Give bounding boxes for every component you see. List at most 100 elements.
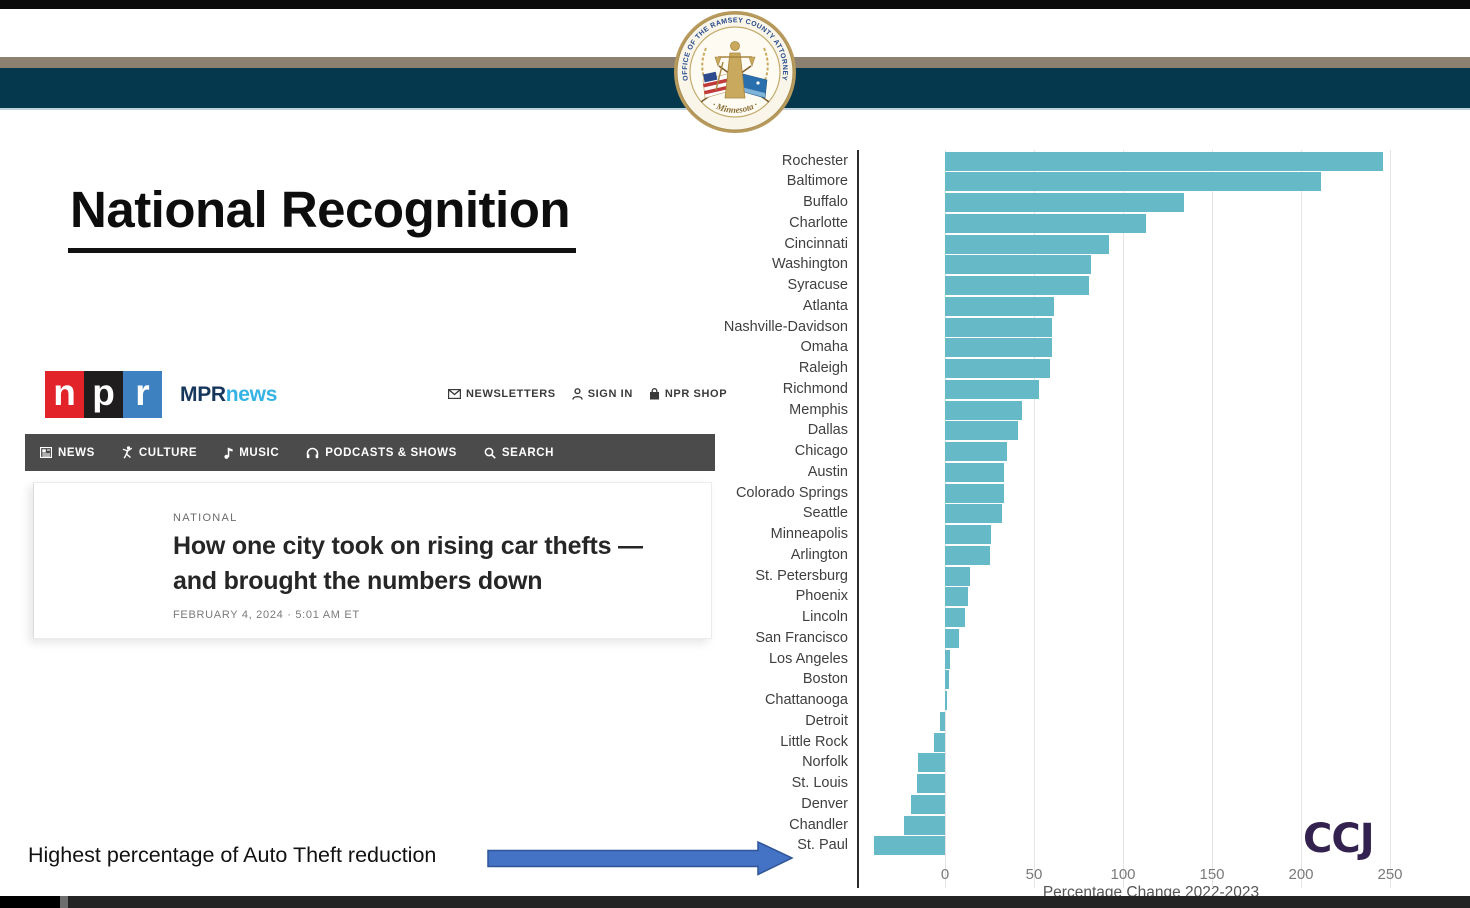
city-label: Austin (807, 463, 848, 480)
city-label: Atlanta (802, 297, 848, 314)
gridline-50 (1033, 150, 1035, 888)
city-label: Baltimore (786, 173, 848, 190)
city-label: Chandler (789, 816, 848, 833)
bar-raleigh (945, 359, 1051, 379)
article-headline-line2[interactable]: and brought the numbers down (173, 567, 543, 595)
city-label: Chattanooga (764, 692, 848, 709)
bar-omaha (945, 338, 1052, 358)
city-label: Detroit (805, 712, 848, 729)
x-tick-label-100: 100 (1110, 866, 1136, 883)
gridline-200 (1300, 150, 1302, 888)
mprnews-news-text: news (225, 383, 278, 406)
bar-lincoln (945, 608, 965, 628)
npr-logo-n-tile: n (45, 371, 84, 418)
npr-logo-p-tile: p (84, 371, 123, 418)
shopping-bag-icon (649, 388, 659, 400)
npr-article-card: NATIONAL How one city took on rising car… (33, 482, 712, 639)
bar-detroit (939, 711, 945, 731)
npr-logo-r-tile: r (123, 371, 162, 418)
top-black-bar (0, 0, 1470, 9)
bar-colorado-springs (945, 483, 1004, 503)
city-label: Memphis (789, 401, 848, 418)
bar-norfolk (918, 753, 945, 773)
nav-item-music[interactable]: MUSIC (224, 447, 279, 459)
city-label: Rochester (781, 152, 848, 169)
mpr-logo-text: MPR (180, 383, 226, 406)
bar-baltimore (945, 172, 1321, 192)
mprnews-logo: MPRnews (180, 383, 277, 407)
article-date: FEBRUARY 4, 2024 · 5:01 AM ET (173, 609, 360, 621)
nav-item-culture[interactable]: CULTURE (122, 446, 197, 459)
city-label: Seattle (802, 505, 848, 522)
bar-washington (945, 255, 1091, 275)
nav-item-search[interactable]: SEARCH (484, 447, 554, 459)
bar-cincinnati (945, 234, 1109, 254)
bar-rochester (945, 151, 1383, 171)
city-label: Norfolk (802, 754, 848, 771)
nav-search-label: SEARCH (501, 446, 555, 459)
nav-culture-label: CULTURE (138, 446, 198, 459)
annotation-text: Highest percentage of Auto Theft reducti… (28, 843, 437, 867)
x-tick-label-200: 200 (1288, 866, 1314, 883)
ramsey-county-attorney-seal-icon: OFFICE OF THE RAMSEY COUNTY ATTORNEY (674, 11, 796, 133)
bar-syracuse (945, 276, 1090, 296)
sign-in-link[interactable]: SIGN IN (572, 388, 633, 400)
article-headline-line1[interactable]: How one city took on rising car thefts — (173, 532, 643, 560)
bar-chandler (904, 815, 945, 835)
envelope-icon (448, 389, 461, 399)
city-label: Arlington (790, 546, 848, 563)
bar-chicago (945, 442, 1008, 462)
bar-st-petersburg (945, 566, 970, 586)
city-label: Omaha (800, 339, 848, 356)
bar-memphis (945, 400, 1022, 420)
city-label: Charlotte (789, 214, 848, 231)
headphones-icon (307, 447, 319, 458)
city-label: Denver (801, 795, 848, 812)
newsletters-label: NEWSLETTERS (466, 388, 556, 400)
city-label: Buffalo (803, 194, 848, 210)
npr-shop-link[interactable]: NPR SHOP (649, 388, 727, 400)
music-note-icon (224, 447, 233, 459)
lady-justice-icon (714, 41, 756, 99)
bar-austin (945, 462, 1004, 482)
x-tick-label-150: 150 (1199, 866, 1225, 883)
x-tick-label-50: 50 (1025, 866, 1043, 883)
page-title: National Recognition (68, 180, 576, 253)
city-label: Washington (771, 256, 848, 273)
city-label: St. Petersburg (755, 567, 848, 584)
bar-buffalo (945, 193, 1184, 212)
right-arrow-icon (487, 840, 794, 876)
seal-bottom-text: · Minnesota · (711, 99, 759, 114)
bottom-black-bar (0, 896, 1470, 908)
newsletters-link[interactable]: NEWSLETTERS (448, 388, 556, 400)
sign-in-label: SIGN IN (587, 388, 633, 400)
bar-san-francisco (945, 628, 960, 648)
x-tick-label-250: 250 (1377, 866, 1403, 883)
gridline-150 (1211, 150, 1213, 888)
bar-nashville-davidson (945, 317, 1052, 337)
y-axis-spine (857, 150, 859, 888)
bar-dallas (945, 421, 1018, 441)
city-label: Raleigh (798, 360, 848, 377)
bar-boston (945, 670, 949, 690)
nav-music-label: MUSIC (239, 446, 280, 459)
gridline-250 (1389, 150, 1391, 888)
nav-item-news[interactable]: NEWS (40, 447, 95, 459)
city-label: Boston (802, 671, 848, 688)
nav-item-podcasts-shows[interactable]: PODCASTS & SHOWS (306, 447, 457, 459)
nav-podcasts-label: PODCASTS & SHOWS (325, 446, 457, 459)
city-label: Syracuse (787, 277, 848, 294)
city-label: Minneapolis (770, 526, 848, 543)
culture-dancer-icon (122, 446, 133, 459)
city-label: Colorado Springs (735, 484, 848, 501)
bar-chattanooga (945, 691, 947, 711)
city-label: St. Paul (797, 837, 848, 854)
bar-phoenix (945, 587, 969, 607)
npr-shop-label: NPR SHOP (664, 388, 728, 400)
newspaper-icon (40, 447, 52, 458)
article-kicker: NATIONAL (173, 512, 238, 524)
person-icon (572, 388, 583, 400)
npr-header-menu: NEWSLETTERS SIGN IN NPR SHOP (448, 388, 727, 400)
search-icon (484, 447, 496, 459)
